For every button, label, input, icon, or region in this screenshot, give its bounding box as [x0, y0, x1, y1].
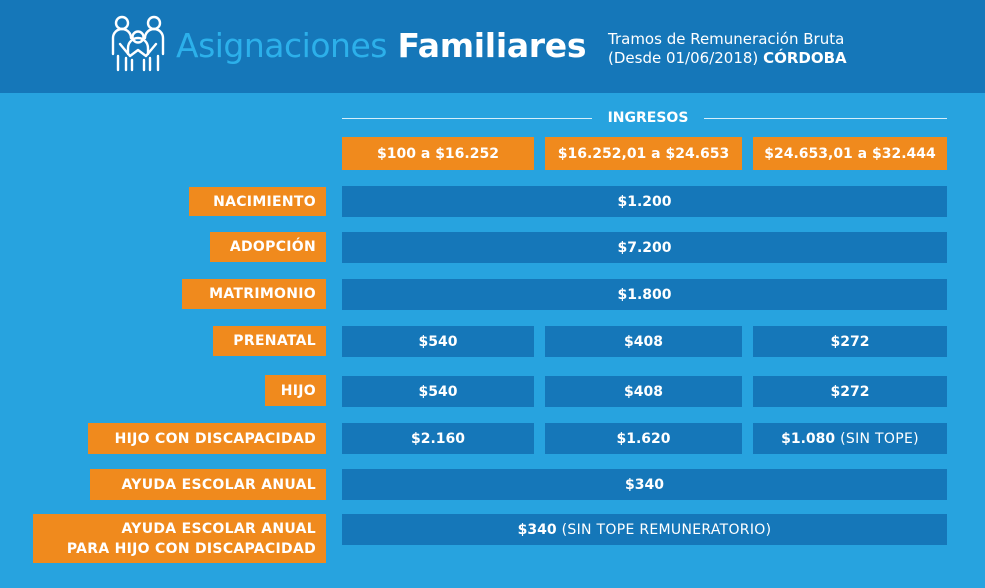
subtitle-line2: (Desde 01/06/2018) CÓRDOBA: [608, 49, 847, 68]
ingresos-divider-right: [704, 118, 947, 119]
row-label-line2: PARA HIJO CON DISCAPACIDAD: [66, 540, 316, 557]
ayuda-escolar-discapacidad-amount: $340: [517, 521, 557, 538]
hijo-discapacidad-amount-3: $1.080: [781, 430, 836, 447]
ingresos-divider-left: [342, 118, 592, 119]
hijo-value-3: $272: [753, 376, 947, 407]
page-title: Asignaciones Familiares: [176, 26, 587, 66]
row-label-prenatal: PRENATAL: [213, 326, 326, 356]
row-label-ayuda-escolar: AYUDA ESCOLAR ANUAL: [90, 469, 326, 500]
subtitle-city: CÓRDOBA: [763, 49, 847, 67]
row-value-matrimonio: $1.800: [342, 279, 947, 310]
ingresos-label: INGRESOS: [607, 110, 689, 126]
row-value-ayuda-escolar: $340: [342, 469, 947, 500]
row-value-ayuda-escolar-discapacidad: $340 (SIN TOPE REMUNERATORIO): [342, 514, 947, 545]
row-label-line1: AYUDA ESCOLAR ANUAL: [121, 520, 316, 537]
row-value-nacimiento: $1.200: [342, 186, 947, 217]
hijo-value-1: $540: [342, 376, 534, 407]
range-header-1: $100 a $16.252: [342, 137, 534, 170]
sin-tope-remuneratorio-note: (SIN TOPE REMUNERATORIO): [561, 521, 772, 538]
hijo-discapacidad-value-2: $1.620: [545, 423, 742, 454]
row-value-adopcion: $7.200: [342, 232, 947, 263]
row-label-hijo-discapacidad: HIJO CON DISCAPACIDAD: [88, 423, 326, 454]
row-label-matrimonio: MATRIMONIO: [182, 279, 326, 309]
row-label-hijo: HIJO: [265, 375, 326, 406]
subtitle-date: (Desde 01/06/2018): [608, 49, 759, 67]
hijo-discapacidad-value-3: $1.080 (SIN TOPE): [753, 423, 947, 454]
prenatal-value-3: $272: [753, 326, 947, 357]
row-label-nacimiento: NACIMIENTO: [189, 187, 326, 216]
title-light: Asignaciones: [176, 26, 387, 65]
hijo-value-2: $408: [545, 376, 742, 407]
sin-tope-note: (SIN TOPE): [840, 430, 919, 447]
subtitle: Tramos de Remuneración Bruta (Desde 01/0…: [608, 30, 847, 68]
title-bold: Familiares: [397, 26, 587, 65]
range-header-3: $24.653,01 a $32.444: [753, 137, 947, 170]
prenatal-value-2: $408: [545, 326, 742, 357]
row-label-adopcion: ADOPCIÓN: [210, 232, 326, 262]
row-label-ayuda-escolar-discapacidad: AYUDA ESCOLAR ANUAL PARA HIJO CON DISCAP…: [33, 514, 326, 563]
hijo-discapacidad-value-1: $2.160: [342, 423, 534, 454]
header: Asignaciones Familiares Tramos de Remune…: [0, 0, 985, 93]
subtitle-line1: Tramos de Remuneración Bruta: [608, 30, 845, 48]
family-icon: [111, 15, 165, 72]
range-header-2: $16.252,01 a $24.653: [545, 137, 742, 170]
prenatal-value-1: $540: [342, 326, 534, 357]
